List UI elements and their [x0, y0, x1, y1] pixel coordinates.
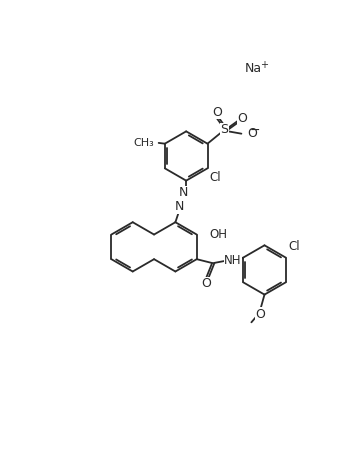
Text: Cl: Cl	[210, 171, 221, 184]
Text: +: +	[260, 60, 268, 70]
Text: O: O	[237, 112, 247, 125]
Text: CH₃: CH₃	[133, 138, 154, 148]
Text: −: −	[250, 124, 261, 137]
Text: O: O	[248, 127, 257, 140]
Text: N: N	[178, 187, 188, 199]
Text: O: O	[212, 106, 222, 119]
Text: NH: NH	[224, 254, 242, 267]
Text: S: S	[221, 123, 229, 136]
Text: Cl: Cl	[288, 240, 300, 253]
Text: O: O	[201, 277, 211, 290]
Text: N: N	[175, 200, 184, 213]
Text: Na: Na	[245, 62, 262, 75]
Text: O: O	[256, 308, 266, 321]
Text: OH: OH	[209, 228, 227, 241]
